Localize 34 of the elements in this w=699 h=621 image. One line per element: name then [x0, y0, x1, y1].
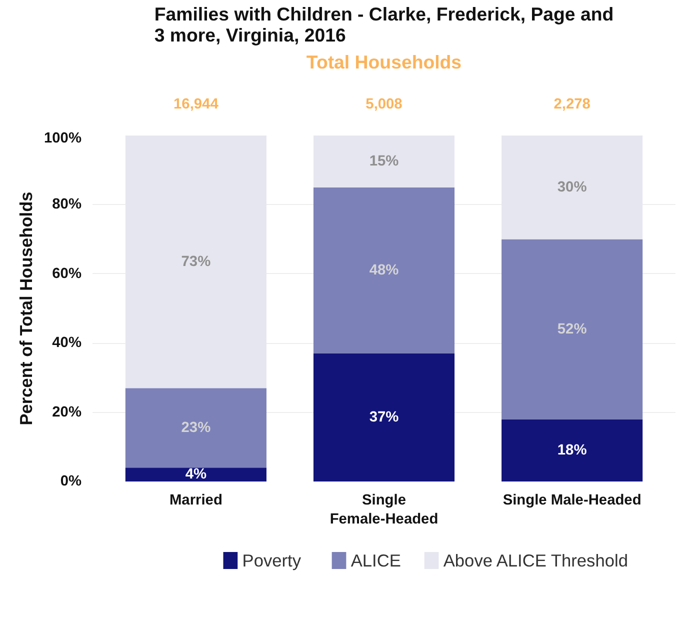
text: Total Households [306, 52, 462, 72]
chart-title: Families with Children - Clarke, Frederick, Page and 3 more, Virginia, 2016 [154, 4, 614, 46]
data-label: 52% [557, 321, 587, 338]
bar [502, 239, 643, 420]
x-tick-label: Single Male-Headed [502, 492, 642, 508]
bar [313, 136, 455, 188]
bar [313, 353, 455, 482]
bar [125, 468, 266, 482]
data-label: 37% [369, 409, 399, 426]
data-label: 30% [557, 179, 587, 196]
text: 5,008 [366, 96, 402, 112]
bar [502, 419, 643, 482]
x-tick-label: Single Female-Headed [330, 492, 438, 528]
y-tick-label: 80% [52, 196, 82, 213]
text: 2,278 [554, 96, 590, 112]
data-label: 18% [557, 442, 587, 458]
legend-label: Poverty [242, 550, 302, 570]
bar [313, 187, 455, 354]
x-tick-label: Married [169, 492, 222, 508]
y-tick-label: 0% [60, 474, 82, 490]
y-axis-title: Percent of Total Households [16, 192, 36, 426]
data-label: 4% [185, 466, 207, 483]
legend-label: ALICE [350, 550, 401, 570]
y-tick-label: 40% [52, 335, 82, 352]
y-tick-label: 60% [52, 266, 82, 282]
data-label: 15% [369, 153, 399, 170]
y-tick-label: 20% [52, 404, 82, 420]
bar [125, 388, 266, 468]
data-label: 23% [181, 420, 211, 436]
legend-label: Above ALICE Threshold [443, 550, 628, 570]
data-label: 73% [181, 254, 211, 270]
y-tick-label: 100% [44, 130, 82, 146]
data-label: 48% [369, 262, 399, 278]
text: 16,944 [174, 96, 220, 112]
